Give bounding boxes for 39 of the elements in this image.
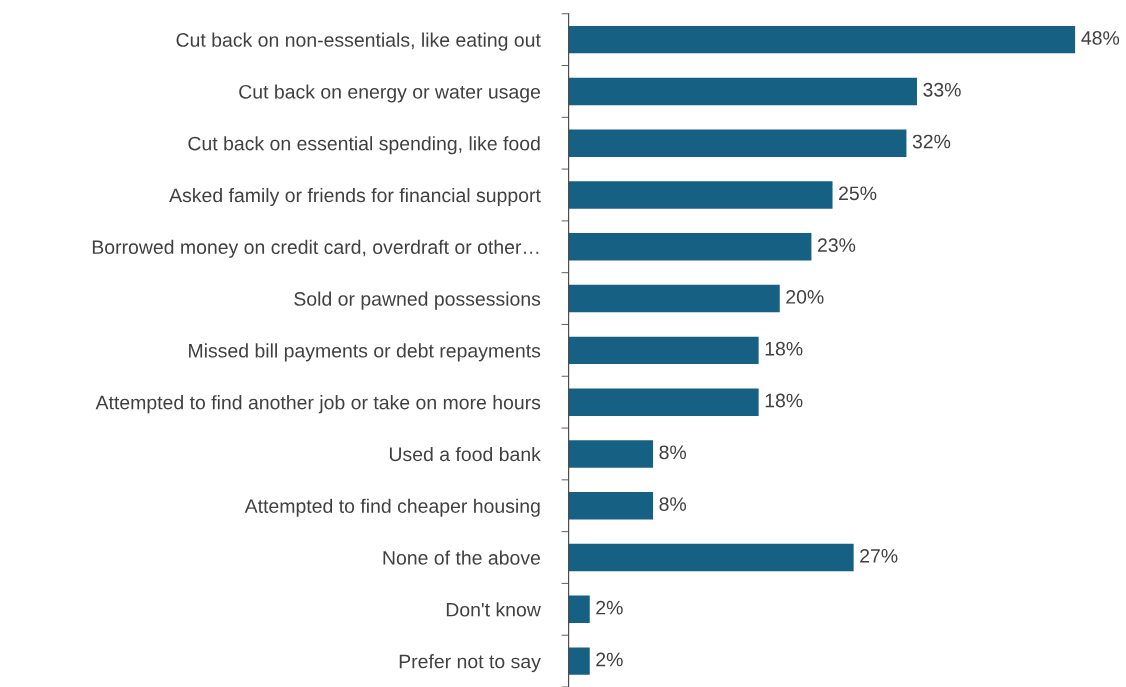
y-tick-label: None of the above xyxy=(383,550,540,565)
y-tick-label: Attempted to find another job or take on more hours xyxy=(95,395,541,414)
bar xyxy=(568,77,917,106)
y-tick-label: Borrowed money on credit card, overdraft or other… xyxy=(92,239,539,258)
data-label: 18% xyxy=(765,341,803,356)
bar xyxy=(568,25,1076,54)
data-label: 48% xyxy=(1081,31,1120,45)
bar xyxy=(568,233,812,261)
data-label: 32% xyxy=(912,134,951,149)
y-tick-label: Cut back on non-essentials, like eating out xyxy=(176,32,541,51)
bar xyxy=(568,181,833,209)
data-label: 33% xyxy=(923,82,961,97)
y-tick-label: Cut back on essential spending, like food xyxy=(188,136,540,155)
bar xyxy=(568,647,590,675)
bar xyxy=(568,336,759,365)
data-label: 18% xyxy=(765,393,803,408)
bar xyxy=(568,284,780,313)
data-label: 25% xyxy=(839,186,877,201)
bar xyxy=(568,543,854,572)
data-label: 27% xyxy=(860,548,898,563)
y-tick-label: Don't know xyxy=(446,602,541,617)
data-label: 8% xyxy=(659,497,687,511)
y-tick-label: Attempted to find cheaper housing xyxy=(244,498,540,517)
y-tick-label: Asked family or friends for financial support xyxy=(169,187,541,207)
bar xyxy=(568,388,759,416)
bar xyxy=(568,129,907,157)
y-tick-label: Prefer not to say xyxy=(399,654,541,673)
data-label: 2% xyxy=(596,600,623,615)
bar xyxy=(568,440,654,468)
y-tick-label: Missed bill payments or debt repayments xyxy=(189,343,541,362)
data-label: 8% xyxy=(659,445,687,460)
data-label: 2% xyxy=(596,652,623,667)
data-label: 23% xyxy=(817,238,856,253)
data-label: 20% xyxy=(786,290,824,304)
y-tick-label: Sold or pawned possessions xyxy=(294,291,541,310)
bar xyxy=(568,595,590,624)
y-tick-label: Cut back on energy or water usage xyxy=(239,84,541,103)
y-tick-label: Used a food bank xyxy=(389,446,541,462)
bar xyxy=(568,492,654,520)
